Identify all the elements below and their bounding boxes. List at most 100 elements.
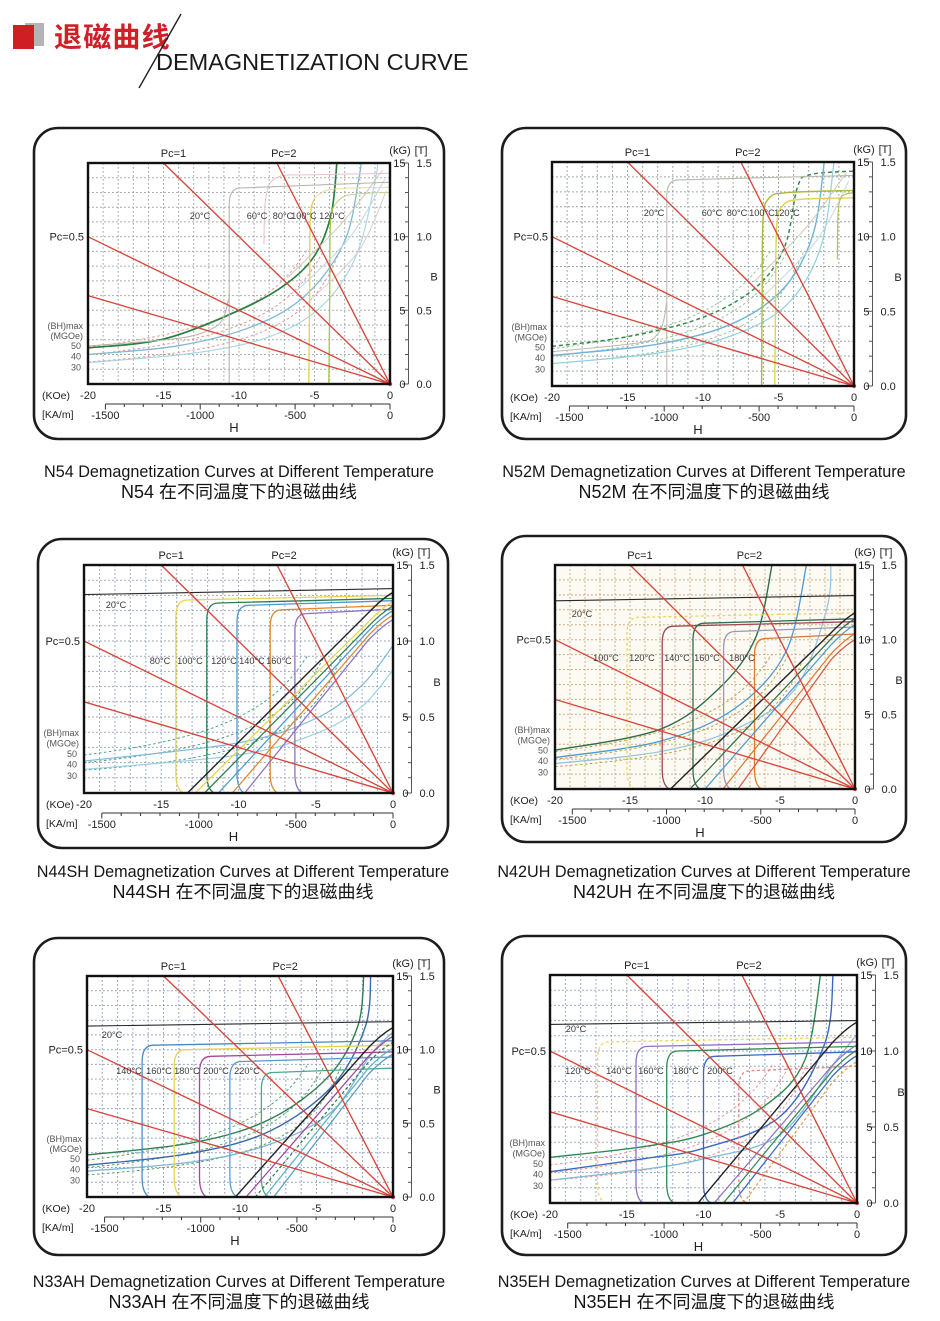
svg-text:-10: -10: [231, 390, 247, 402]
svg-text:Pc=1: Pc=1: [161, 961, 186, 973]
svg-text:120°C: 120°C: [629, 653, 655, 663]
svg-text:30: 30: [538, 767, 548, 777]
svg-text:-15: -15: [156, 1203, 172, 1215]
svg-text:-500: -500: [285, 819, 307, 831]
svg-text:B: B: [897, 1087, 904, 1099]
svg-text:Pc=0.5: Pc=0.5: [48, 1045, 83, 1057]
svg-text:1.5: 1.5: [420, 971, 435, 983]
svg-text:0: 0: [854, 1209, 860, 1221]
svg-text:0.0: 0.0: [420, 1192, 435, 1204]
svg-text:15: 15: [857, 157, 869, 169]
svg-text:5: 5: [864, 709, 870, 721]
svg-text:140°C: 140°C: [664, 653, 690, 663]
svg-text:0: 0: [863, 381, 869, 393]
svg-text:0.0: 0.0: [417, 379, 432, 391]
svg-text:(BH)max: (BH)max: [515, 725, 551, 735]
svg-text:0: 0: [402, 1192, 408, 1204]
svg-text:0: 0: [864, 784, 870, 796]
svg-text:(MGOe): (MGOe): [50, 1144, 83, 1154]
svg-text:[T]: [T]: [415, 145, 428, 157]
svg-text:Pc=0.5: Pc=0.5: [49, 232, 84, 244]
svg-text:-1000: -1000: [650, 1229, 678, 1241]
svg-text:[KA/m]: [KA/m]: [510, 411, 542, 423]
svg-text:-10: -10: [696, 1209, 712, 1221]
svg-text:-20: -20: [547, 795, 563, 807]
svg-text:0.5: 0.5: [881, 306, 896, 318]
svg-text:0: 0: [851, 412, 857, 424]
svg-text:-500: -500: [748, 412, 770, 424]
svg-text:40: 40: [70, 1165, 80, 1175]
svg-text:0: 0: [390, 1223, 396, 1235]
svg-text:B: B: [894, 272, 901, 284]
svg-text:50: 50: [538, 746, 548, 756]
svg-text:(KOe): (KOe): [510, 392, 538, 404]
svg-text:N52M Demagnetization Curves at: N52M Demagnetization Curves at Different…: [502, 463, 905, 481]
svg-text:-15: -15: [622, 795, 638, 807]
svg-text:-5: -5: [775, 1209, 785, 1221]
svg-text:H: H: [230, 1233, 239, 1248]
svg-text:1.5: 1.5: [882, 560, 897, 572]
svg-text:0.5: 0.5: [420, 712, 435, 724]
svg-text:15: 15: [396, 971, 408, 983]
svg-text:5: 5: [399, 305, 405, 317]
svg-text:50: 50: [67, 749, 77, 759]
svg-text:Pc=2: Pc=2: [737, 550, 762, 562]
svg-text:Pc=1: Pc=1: [625, 147, 650, 159]
svg-text:B: B: [895, 675, 902, 687]
svg-text:5: 5: [402, 1118, 408, 1130]
svg-text:-1000: -1000: [186, 410, 214, 422]
svg-text:120°C: 120°C: [774, 208, 800, 218]
svg-text:N52M: N52M: [579, 482, 627, 502]
svg-text:N35EH Demagnetization Curves a: N35EH Demagnetization Curves at Differen…: [498, 1273, 910, 1291]
svg-text:0: 0: [402, 788, 408, 800]
svg-text:Pc=1: Pc=1: [159, 550, 184, 562]
svg-text:N54 Demagnetization Curves at: N54 Demagnetization Curves at Different …: [44, 463, 434, 481]
svg-text:10: 10: [858, 635, 870, 647]
svg-text:10: 10: [393, 232, 405, 244]
svg-text:N33AH: N33AH: [109, 1292, 167, 1312]
svg-text:0: 0: [852, 795, 858, 807]
svg-text:0.0: 0.0: [420, 788, 435, 800]
svg-text:0.5: 0.5: [884, 1122, 899, 1134]
svg-text:20°C: 20°C: [190, 211, 211, 221]
svg-text:20°C: 20°C: [566, 1024, 587, 1034]
svg-text:Pc=0.5: Pc=0.5: [513, 232, 548, 244]
svg-text:[T]: [T]: [418, 958, 431, 970]
svg-text:10: 10: [396, 636, 408, 648]
svg-text:180°C: 180°C: [673, 1066, 699, 1076]
svg-text:-500: -500: [750, 1229, 772, 1241]
svg-text:Pc=0.5: Pc=0.5: [511, 1046, 546, 1058]
svg-text:1.5: 1.5: [420, 560, 435, 572]
svg-text:1.0: 1.0: [420, 636, 435, 648]
svg-text:100°C: 100°C: [749, 208, 775, 218]
svg-text:0: 0: [866, 1198, 872, 1210]
svg-text:(MGOe): (MGOe): [518, 736, 551, 746]
svg-text:80°C: 80°C: [150, 656, 171, 666]
svg-text:30: 30: [67, 771, 77, 781]
svg-text:N42UH: N42UH: [573, 882, 632, 902]
svg-text:0: 0: [387, 390, 393, 402]
svg-text:(KOe): (KOe): [42, 390, 70, 402]
svg-text:-5: -5: [310, 390, 320, 402]
svg-text:N42UH Demagnetization Curves a: N42UH Demagnetization Curves at Differen…: [497, 863, 910, 881]
svg-text:Pc=1: Pc=1: [624, 960, 649, 972]
svg-text:-1500: -1500: [88, 819, 116, 831]
svg-text:50: 50: [535, 343, 545, 353]
svg-text:[T]: [T]: [418, 547, 431, 559]
svg-text:140°C: 140°C: [239, 656, 265, 666]
svg-text:160°C: 160°C: [638, 1066, 664, 1076]
svg-text:-500: -500: [284, 410, 306, 422]
svg-text:-5: -5: [775, 795, 785, 807]
svg-text:1.5: 1.5: [884, 970, 899, 982]
svg-text:(MGOe): (MGOe): [513, 1149, 546, 1159]
svg-text:(kG): (kG): [856, 957, 877, 969]
svg-text:160°C: 160°C: [146, 1066, 172, 1076]
svg-text:(kG): (kG): [853, 144, 874, 156]
svg-text:-1500: -1500: [558, 815, 586, 827]
svg-text:0.0: 0.0: [882, 784, 897, 796]
svg-text:-20: -20: [80, 390, 96, 402]
svg-text:0: 0: [387, 410, 393, 422]
svg-text:(BH)max: (BH)max: [47, 1134, 83, 1144]
svg-text:0: 0: [390, 819, 396, 831]
svg-text:-10: -10: [231, 799, 247, 811]
